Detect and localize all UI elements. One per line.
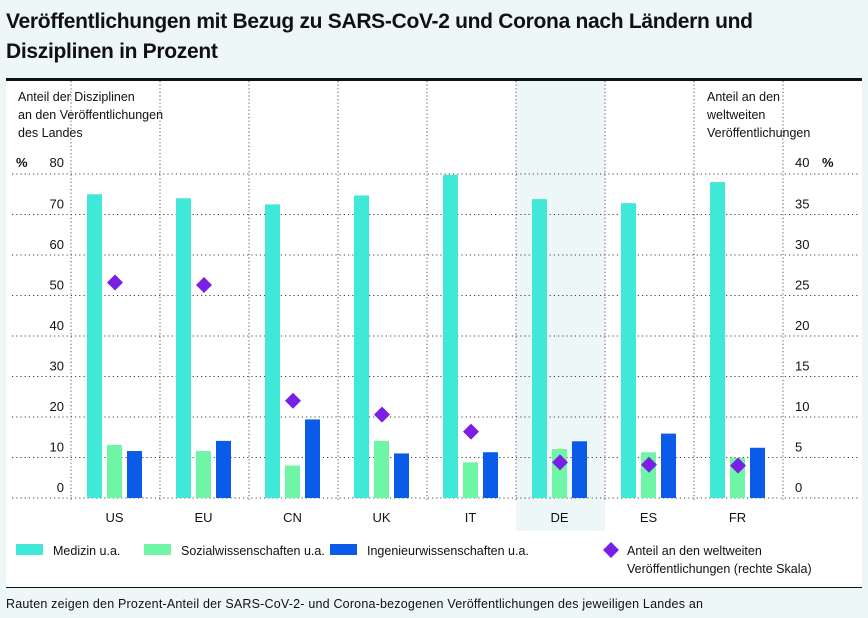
legend-swatch-sozial (144, 544, 171, 555)
bar-sozial-uk (374, 440, 389, 498)
bar-medizin-us (87, 194, 102, 498)
left-axis-label-line: an den Veröffentlichungen (18, 108, 163, 122)
category-label: ES (640, 510, 658, 525)
bar-sozial-it (463, 462, 478, 498)
bars (87, 174, 765, 499)
legend-label: Anteil an den weltweiten (627, 544, 762, 558)
right-tick-label: 30 (795, 237, 809, 252)
category-label: CN (283, 510, 302, 525)
legend-label: Veröffentlichungen (rechte Skala) (627, 562, 812, 576)
left-tick-label: 30 (50, 359, 64, 374)
left-axis-label-line: Anteil der Disziplinen (18, 90, 135, 104)
chart-title-line-1: Veröffentlichungen mit Bezug zu SARS-CoV… (6, 10, 753, 33)
right-tick-label: 20 (795, 318, 809, 333)
right-axis-title: Anteil an den weltweiten Veröffentlichunge… (706, 90, 834, 170)
right-tick-label: 25 (795, 278, 809, 293)
category-label: DE (550, 510, 568, 525)
bar-ingenieur-uk (394, 453, 409, 498)
category-label: IT (465, 510, 477, 525)
top-rule (6, 78, 862, 81)
right-tick-label: 40 (795, 155, 809, 170)
legend: Medizin u.a. Sozialwissenschaften u.a. Ing… (16, 542, 812, 576)
footnote: Rauten zeigen den Prozent-Anteil der SAR… (6, 597, 704, 611)
left-tick-label: 20 (50, 399, 64, 414)
diamonds (107, 274, 746, 474)
left-tick-label: 40 (50, 318, 64, 333)
legend-swatch-ingenieur (330, 544, 357, 555)
right-tick-label: 5 (795, 440, 802, 455)
left-tick-label: 50 (50, 278, 64, 293)
bar-medizin-es (621, 203, 636, 498)
diamond-marker-de (552, 454, 568, 471)
bar-sozial-cn (285, 465, 300, 498)
left-tick-label: 70 (50, 197, 64, 212)
bar-ingenieur-us (127, 451, 142, 498)
left-tick-label: 60 (50, 237, 64, 252)
diamond-marker-es (641, 456, 657, 473)
bar-ingenieur-cn (305, 419, 320, 498)
bar-medizin-it (443, 174, 458, 498)
left-axis-title: Anteil der Disziplinen an den Veröffentli… (16, 90, 163, 170)
legend-swatch-medizin (16, 544, 43, 555)
legend-label: Medizin u.a. (53, 544, 120, 558)
category-label: EU (194, 510, 212, 525)
diamond-marker-cn (285, 392, 301, 409)
bar-ingenieur-es (661, 433, 676, 498)
left-tick-label: 0 (57, 480, 64, 495)
bar-sozial-eu (196, 451, 211, 498)
right-tick-label: 35 (795, 197, 809, 212)
diamond-marker-it (463, 423, 479, 440)
diamond-marker-eu (196, 276, 212, 293)
bar-ingenieur-fr (750, 447, 765, 498)
bar-medizin-fr (710, 182, 725, 498)
bar-medizin-de (532, 199, 547, 499)
legend-label: Ingenieurwissenschaften u.a. (367, 544, 529, 558)
bar-sozial-us (107, 444, 122, 498)
category-label: UK (372, 510, 390, 525)
bar-medizin-uk (354, 195, 369, 498)
left-axis-unit: % (16, 155, 28, 170)
left-axis-label-line: des Landes (18, 126, 83, 140)
right-tick-label: 10 (795, 399, 809, 414)
diamond-marker-fr (730, 457, 746, 474)
bar-ingenieur-it (483, 452, 498, 498)
chart-title-line-2: Disziplinen in Prozent (6, 40, 218, 63)
right-tick-label: 0 (795, 480, 802, 495)
bar-ingenieur-eu (216, 440, 231, 498)
bar-medizin-cn (265, 204, 280, 498)
right-tick-label: 15 (795, 359, 809, 374)
category-label: FR (729, 510, 746, 525)
bar-medizin-eu (176, 198, 191, 499)
right-axis-label-line: Anteil an den (707, 90, 780, 104)
left-tick-label: 10 (50, 440, 64, 455)
right-axis-label-line: weltweiten (706, 108, 765, 122)
category-label: US (105, 510, 123, 525)
bar-ingenieur-de (572, 441, 587, 498)
left-tick-label: 80 (50, 155, 64, 170)
diamond-marker-uk (374, 406, 390, 423)
category-labels: US EU CN UK IT DE ES FR (105, 510, 746, 525)
chart-title: Veröffentlichungen mit Bezug zu SARS-CoV… (6, 7, 753, 67)
gridlines (12, 173, 858, 499)
bottom-rule (6, 587, 862, 588)
legend-label: Sozialwissenschaften u.a. (181, 544, 325, 558)
diamond-marker-us (107, 274, 123, 291)
right-axis-label-line: Veröffentlichungen (707, 126, 810, 140)
legend-diamond-icon (603, 542, 619, 558)
left-axis-ticks: 0 10 20 30 40 50 60 70 80 (50, 155, 64, 495)
right-axis-unit: % (822, 155, 834, 170)
right-axis-ticks: 0 5 10 15 20 25 30 35 40 (795, 155, 809, 495)
